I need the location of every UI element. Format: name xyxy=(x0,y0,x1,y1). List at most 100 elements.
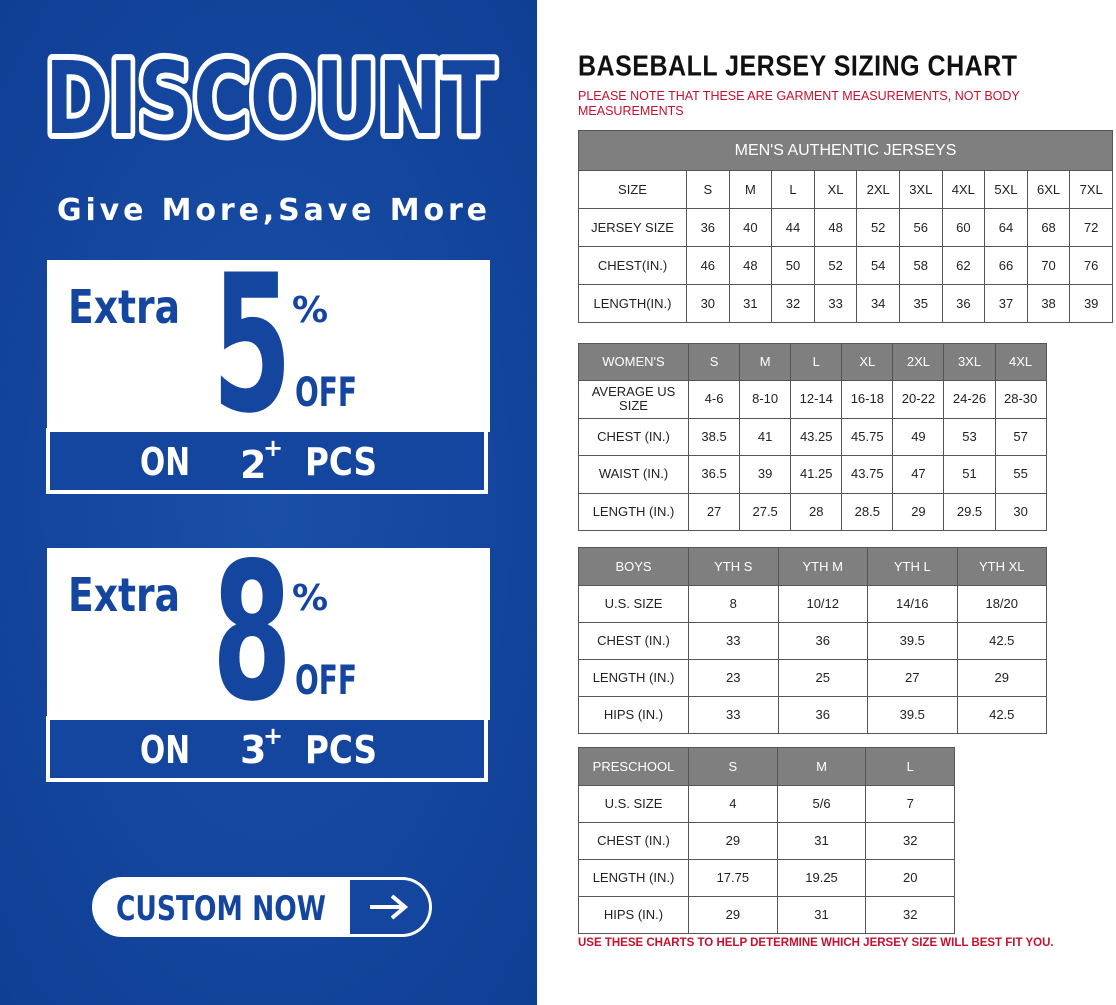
offer-band xyxy=(46,428,488,494)
value-cell: 19.25 xyxy=(776,859,867,897)
offer-qty: 2 xyxy=(240,443,266,487)
data-row: LENGTH (IN.) 23 25 27 29 xyxy=(578,659,1047,697)
promo-panel: DISCOUNT Give More,Save More Extra 5 % O… xyxy=(0,0,537,1005)
value-cell: 47 xyxy=(892,455,945,494)
promo-tagline: Give More,Save More xyxy=(57,193,487,228)
size-table: MEN'S AUTHENTIC JERSEYS SIZE S M L XL 2XL 3XL 4X… xyxy=(578,130,1113,323)
value-cell: 29.5 xyxy=(943,492,996,531)
header-cell: 4XL xyxy=(941,170,986,209)
offer-box xyxy=(47,260,490,432)
offer-plus: + xyxy=(263,722,283,750)
value-cell: 51 xyxy=(943,455,996,494)
value-cell: 30 xyxy=(994,492,1047,531)
value-cell: 8 xyxy=(688,585,779,623)
value-cell: 46 xyxy=(686,246,730,285)
offer-extra: Extra xyxy=(68,568,180,622)
value-cell: 64 xyxy=(984,208,1028,247)
header-cell: 7XL xyxy=(1069,170,1113,209)
value-cell: 10/12 xyxy=(777,585,868,623)
data-row: WAIST (IN.) 36.5 39 41.25 43.75 47 51 55 xyxy=(578,455,1047,494)
value-cell: 8-10 xyxy=(739,380,792,419)
header-cell: 2XL xyxy=(892,343,945,381)
header-cell: S xyxy=(687,343,741,381)
row-label: LENGTH (IN.) xyxy=(578,659,689,697)
table-caption: MEN'S AUTHENTIC JERSEYS xyxy=(578,130,1113,171)
header-cell: 6XL xyxy=(1026,170,1071,209)
value-cell: 36 xyxy=(941,284,986,323)
row-label: CHEST (IN.) xyxy=(578,822,689,860)
value-cell: 76 xyxy=(1069,246,1113,285)
value-cell: 14/16 xyxy=(867,585,958,623)
size-table: PRESCHOOL S M L U.S. SIZE 4 5/6 7 CHEST (IN.) 29 3… xyxy=(578,747,956,934)
value-cell: 28-30 xyxy=(994,380,1047,419)
value-cell: 39 xyxy=(1069,284,1113,323)
data-row: HIPS (IN.) 33 36 39.5 42.5 xyxy=(578,696,1047,734)
value-cell: 32 xyxy=(865,896,956,934)
header-cell: BOYS xyxy=(578,547,689,586)
header-cell: SIZE xyxy=(578,170,687,209)
button-label[interactable]: CUSTOM NOW xyxy=(116,889,326,929)
button-background xyxy=(92,877,432,937)
promo-title: DISCOUNT xyxy=(45,40,495,157)
value-cell: 39.5 xyxy=(867,696,958,734)
size-table: WOMEN'S S M L XL 2XL 3XL 4XL AVERAGE US SIZE 4-6 8… xyxy=(578,343,1047,531)
value-cell: 38 xyxy=(1026,284,1071,323)
value-cell: 42.5 xyxy=(956,696,1047,734)
value-cell: 24-26 xyxy=(943,380,996,419)
value-cell: 27 xyxy=(687,492,741,531)
header-cell: 3XL xyxy=(898,170,943,209)
value-cell: 53 xyxy=(943,417,996,456)
value-cell: 31 xyxy=(776,822,867,860)
value-cell: 52 xyxy=(813,246,858,285)
offer-on: ON xyxy=(140,728,190,772)
header-cell: L xyxy=(790,343,843,381)
data-row: U.S. SIZE 4 5/6 7 xyxy=(578,785,956,823)
offer-off: OFF xyxy=(295,658,357,704)
data-row: AVERAGE US SIZE 4-6 8-10 12-14 16-18 20-22 24-… xyxy=(578,380,1047,419)
value-cell: 62 xyxy=(941,246,986,285)
header-row: WOMEN'S S M L XL 2XL 3XL 4XL xyxy=(578,343,1047,381)
header-cell: WOMEN'S xyxy=(578,343,689,381)
value-cell: 23 xyxy=(688,659,779,697)
value-cell: 72 xyxy=(1069,208,1113,247)
size-table: BOYS YTH S YTH M YTH L YTH XL U.S. SIZE 8 10/12… xyxy=(578,547,1047,734)
value-cell: 28 xyxy=(790,492,843,531)
header-cell: YTH S xyxy=(688,547,779,586)
value-cell: 4-6 xyxy=(687,380,741,419)
value-cell: 37 xyxy=(984,284,1028,323)
value-cell: 38.5 xyxy=(687,417,741,456)
data-row: LENGTH (IN.) 27 27.5 28 28.5 29 29.5 30 xyxy=(578,492,1047,531)
row-label: AVERAGE US SIZE xyxy=(578,380,689,419)
header-cell: M xyxy=(728,170,773,209)
value-cell: 27.5 xyxy=(739,492,792,531)
custom-button[interactable]: CUSTOM NOW xyxy=(92,877,432,937)
data-row: CHEST (IN.) 29 31 32 xyxy=(578,822,956,860)
promo-background xyxy=(0,0,537,1005)
value-cell: 17.75 xyxy=(688,859,778,897)
header-row: PRESCHOOL S M L xyxy=(578,747,956,786)
offer-number: 5 xyxy=(212,234,292,455)
value-cell: 43.75 xyxy=(841,455,894,494)
value-cell: 36 xyxy=(686,208,730,247)
value-cell: 28.5 xyxy=(841,492,894,531)
offer-percent: % xyxy=(292,578,328,619)
value-cell: 27 xyxy=(867,659,958,697)
header-row: BOYS YTH S YTH M YTH L YTH XL xyxy=(578,547,1047,586)
value-cell: 70 xyxy=(1026,246,1071,285)
value-cell: 39.5 xyxy=(867,622,958,660)
value-cell: 34 xyxy=(856,284,900,323)
value-cell: 20-22 xyxy=(892,380,945,419)
value-cell: 20 xyxy=(865,859,956,897)
data-row: CHEST (IN.) 33 36 39.5 42.5 xyxy=(578,622,1047,660)
value-cell: 5/6 xyxy=(776,785,867,823)
data-row: U.S. SIZE 8 10/12 14/16 18/20 xyxy=(578,585,1047,623)
offer-plus: + xyxy=(263,434,283,462)
header-cell: L xyxy=(865,747,956,786)
value-cell: 39 xyxy=(739,455,792,494)
data-row: CHEST(IN.) 46 48 50 52 54 58 62 66 70 76 xyxy=(578,246,1113,285)
header-cell: PRESCHOOL xyxy=(578,747,689,786)
value-cell: 12-14 xyxy=(790,380,843,419)
value-cell: 57 xyxy=(994,417,1047,456)
value-cell: 30 xyxy=(686,284,730,323)
row-label: LENGTH (IN.) xyxy=(578,859,689,897)
